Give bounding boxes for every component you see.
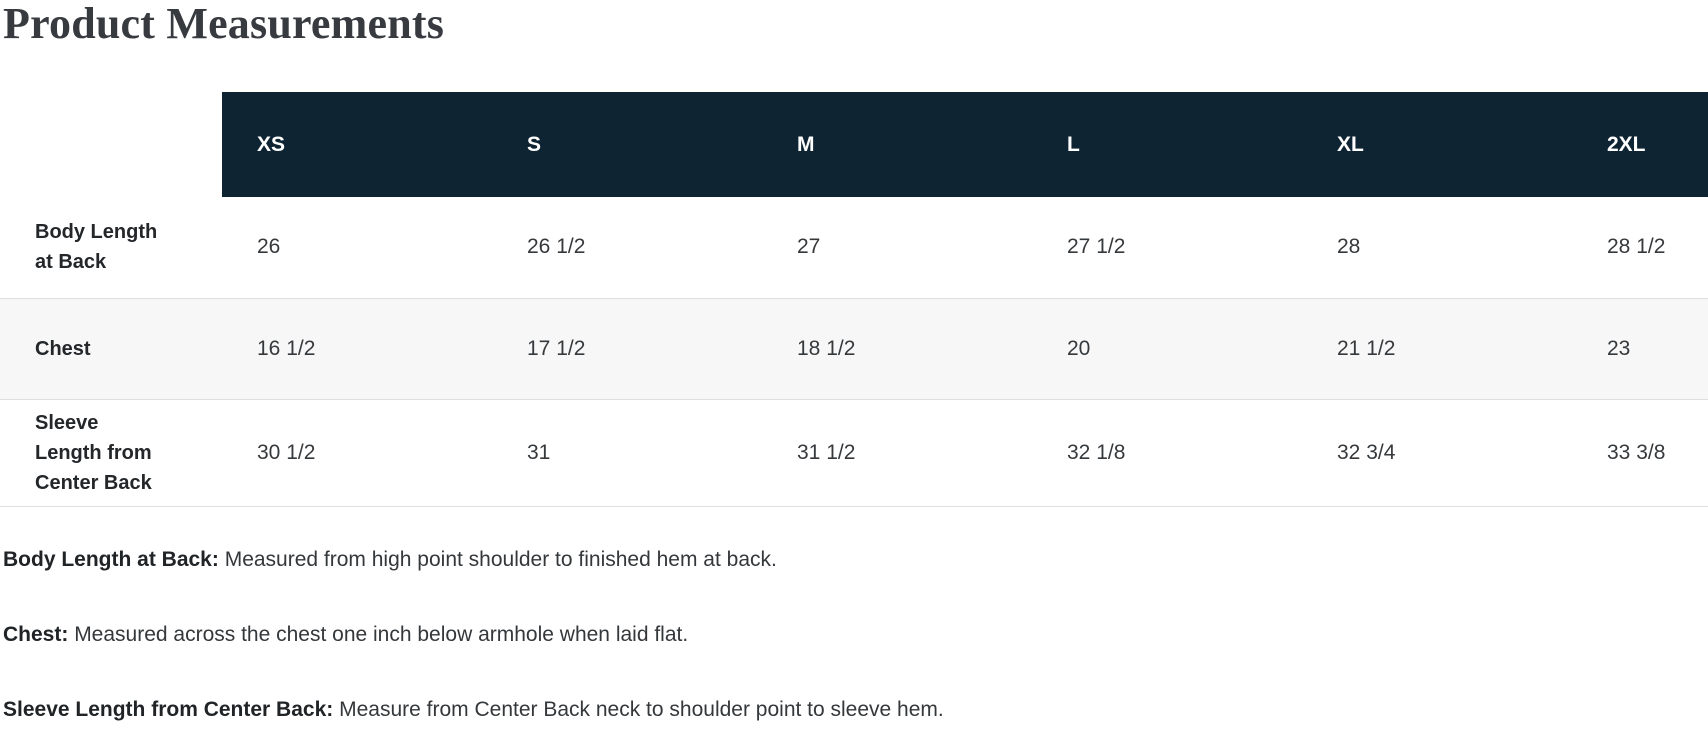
row-header-chest: Chest bbox=[0, 298, 222, 399]
footnote-definition: Measure from Center Back neck to shoulde… bbox=[339, 697, 944, 721]
measurement-cell: 28 bbox=[1337, 235, 1361, 259]
measurement-cell: 23 bbox=[1607, 336, 1631, 360]
size-header-2xl: 2XL bbox=[1572, 92, 1708, 197]
footnote-definition: Measured across the chest one inch below… bbox=[74, 622, 689, 646]
footnote-term: Body Length at Back: bbox=[3, 547, 219, 571]
measurement-cell: 27 bbox=[797, 235, 821, 259]
row-header-sleeve-length: Sleeve Length from Center Back bbox=[0, 399, 222, 506]
size-chart-header: XS S M L XL 2XL bbox=[0, 92, 1708, 197]
corner-cell bbox=[0, 92, 222, 197]
size-header-s: S bbox=[492, 92, 762, 197]
row-header-label: Chest bbox=[35, 337, 91, 360]
size-chart-body: Body Length at Back 26 26 1/2 27 27 1/2 … bbox=[0, 197, 1708, 506]
measurement-cell: 26 bbox=[257, 235, 281, 259]
measurement-cell: 17 1/2 bbox=[527, 336, 586, 360]
measurement-cell: 32 3/4 bbox=[1337, 440, 1396, 464]
measurement-cell: 27 1/2 bbox=[1067, 235, 1126, 259]
measurement-definitions: Body Length at Back: Measured from high … bbox=[0, 546, 1708, 724]
measurement-cell: 31 1/2 bbox=[797, 440, 856, 464]
measurement-cell: 31 bbox=[527, 440, 551, 464]
size-chart-table: XS S M L XL 2XL Body Length at Back 26 2… bbox=[0, 92, 1708, 507]
measurement-cell: 20 bbox=[1067, 336, 1091, 360]
measurement-cell: 21 1/2 bbox=[1337, 336, 1396, 360]
row-header-label: Body Length at Back bbox=[35, 221, 158, 274]
size-header-l: L bbox=[1032, 92, 1302, 197]
measurement-cell: 26 1/2 bbox=[527, 235, 586, 259]
footnote-chest: Chest: Measured across the chest one inc… bbox=[3, 621, 1708, 649]
measurement-cell: 18 1/2 bbox=[797, 336, 856, 360]
footnote-term: Sleeve Length from Center Back: bbox=[3, 697, 334, 721]
size-header-xs: XS bbox=[222, 92, 492, 197]
footnote-term: Chest: bbox=[3, 622, 69, 646]
measurement-cell: 32 1/8 bbox=[1067, 440, 1126, 464]
table-row-body-length: Body Length at Back 26 26 1/2 27 27 1/2 … bbox=[0, 197, 1708, 298]
measurement-cell: 33 3/8 bbox=[1607, 440, 1666, 464]
size-header-row: XS S M L XL 2XL bbox=[0, 92, 1708, 197]
size-header-xl: XL bbox=[1302, 92, 1572, 197]
footnote-sleeve-length: Sleeve Length from Center Back: Measure … bbox=[3, 696, 1708, 724]
footnote-body-length: Body Length at Back: Measured from high … bbox=[3, 546, 1708, 574]
size-header-m: M bbox=[762, 92, 1032, 197]
table-row-sleeve-length: Sleeve Length from Center Back 30 1/2 31… bbox=[0, 399, 1708, 506]
footnote-definition: Measured from high point shoulder to fin… bbox=[224, 547, 777, 571]
row-header-body-length: Body Length at Back bbox=[0, 197, 222, 298]
measurement-cell: 28 1/2 bbox=[1607, 235, 1666, 259]
page-title: Product Measurements bbox=[3, 0, 445, 48]
table-row-chest: Chest 16 1/2 17 1/2 18 1/2 20 21 1/2 23 bbox=[0, 298, 1708, 399]
measurement-cell: 16 1/2 bbox=[257, 336, 316, 360]
measurement-cell: 30 1/2 bbox=[257, 440, 316, 464]
row-header-label: Sleeve Length from Center Back bbox=[35, 411, 152, 494]
